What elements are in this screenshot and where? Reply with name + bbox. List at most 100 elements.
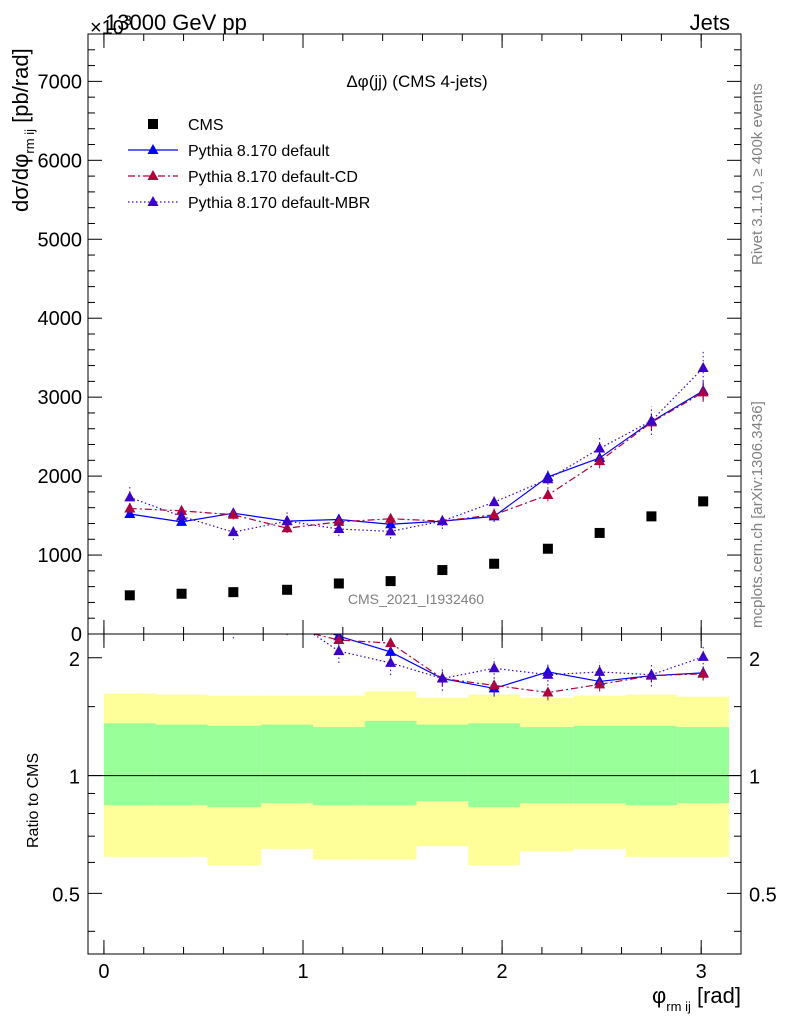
ratio-point	[385, 637, 397, 648]
legend-marker	[148, 119, 158, 129]
band-bin	[103, 723, 156, 806]
ratio-y-tick-label-right: 1	[749, 767, 760, 789]
ratio-line	[312, 634, 704, 680]
main-panel: 0 1000 2000 3000 4000 5000 6000 7000 Δφ(jj) (CM…	[8, 33, 742, 646]
ratio-point	[176, 579, 187, 589]
y-tick-label: 5000	[38, 229, 83, 251]
data-point	[176, 588, 187, 599]
data-point	[176, 510, 188, 521]
x-tick-label: 2	[497, 961, 508, 983]
legend-marker	[147, 144, 159, 154]
data-point	[281, 515, 293, 526]
ratio-y-tick-label-right: 2	[749, 649, 760, 671]
header-left: 13000 GeV pp	[105, 10, 247, 35]
data-point	[488, 508, 500, 519]
data-point	[542, 489, 554, 500]
y-tick-label: 2000	[38, 466, 83, 488]
data-point	[489, 558, 500, 569]
ratio-frame	[87, 633, 742, 955]
series-cms	[124, 496, 709, 601]
ratio-point	[282, 621, 293, 631]
band-bin	[625, 725, 678, 806]
legend-entry: Pythia 8.170 default	[128, 143, 330, 160]
ratio-point	[385, 645, 397, 656]
band-bin	[520, 727, 574, 804]
data-point	[385, 576, 396, 587]
y-tick-label: 1000	[38, 545, 83, 567]
ratio-point	[488, 679, 500, 690]
ratio-y-tick-label: 1	[69, 767, 80, 789]
legend-label: CMS	[188, 117, 224, 134]
legend-marker	[147, 170, 159, 180]
y-tick-label: 3000	[38, 387, 83, 409]
data-point	[176, 515, 188, 526]
ratio-point	[697, 667, 709, 678]
ratio-line	[331, 634, 704, 690]
data-point	[698, 496, 709, 507]
ratio-point	[594, 665, 606, 676]
ratio-point	[645, 668, 657, 679]
ratio-series-3	[228, 610, 709, 691]
legend-entry: CMS	[148, 117, 224, 134]
header-right: Jets	[690, 10, 730, 35]
series-pythia-3	[124, 350, 709, 541]
band-bin	[261, 724, 313, 804]
ratio-point	[228, 619, 239, 629]
ratio-point	[488, 662, 500, 673]
data-point	[333, 578, 344, 589]
data-point	[645, 414, 657, 425]
series-line	[129, 391, 704, 529]
ratio-y-label: Ratio to CMS	[25, 753, 42, 848]
ratio-point	[436, 672, 448, 683]
band-bin	[207, 725, 262, 808]
data-point	[697, 361, 709, 372]
legend-entry: Pythia 8.170 default-CD	[128, 169, 358, 186]
data-point	[697, 386, 709, 397]
band-bin	[468, 723, 521, 808]
ratio-point	[333, 645, 345, 656]
data-point	[594, 455, 606, 466]
data-point	[227, 526, 239, 537]
ratio-y-tick-label: 0.5	[52, 884, 80, 906]
legend-label: Pythia 8.170 default-CD	[188, 169, 358, 186]
x-axis-label: φrm ij [rad]	[652, 983, 741, 1014]
data-point	[385, 512, 397, 523]
data-point	[436, 515, 448, 526]
y-tick-label: 7000	[38, 71, 83, 93]
data-point	[281, 522, 293, 533]
ratio-point	[333, 634, 345, 645]
data-point	[228, 587, 239, 598]
data-point	[646, 511, 657, 522]
chart-title: Δφ(jj) (CMS 4-jets)	[346, 72, 487, 91]
ratio-point	[542, 668, 554, 679]
series-pythia-1	[124, 381, 709, 529]
legend-label: Pythia 8.170 default	[188, 143, 330, 160]
data-point	[542, 473, 554, 484]
band-bin	[677, 727, 730, 804]
rivet-label: Rivet 3.1.10, ≥ 400k events	[749, 83, 766, 265]
y-tick-label: 0	[71, 624, 82, 646]
ratio-point	[282, 610, 293, 620]
x-tick-label: 0	[98, 961, 109, 983]
ratio-series-2	[124, 570, 709, 701]
ratio-y-tick-label-right: 0.5	[749, 884, 777, 906]
band-bin	[364, 720, 417, 806]
ratio-point	[385, 656, 397, 667]
data-point	[124, 508, 136, 518]
ratio-point	[282, 610, 293, 620]
legend: CMS Pythia 8.170 default Pythia 8.170 defa…	[128, 117, 370, 212]
data-point	[333, 515, 345, 526]
ratio-panel: 0.5 0.5 1 1 2 2 0 1 2 3 Ratio to CMS	[25, 570, 777, 983]
legend-marker	[147, 196, 159, 206]
data-point	[594, 527, 605, 538]
band-bin	[155, 724, 208, 806]
ratio-point	[124, 570, 135, 580]
band-bin	[312, 727, 365, 806]
x-tick-label: 1	[297, 961, 308, 983]
band-inner	[103, 720, 730, 808]
data-point	[488, 496, 500, 507]
watermark: CMS_2021_I1932460	[348, 591, 484, 607]
data-point	[385, 525, 397, 536]
data-point	[124, 590, 135, 601]
